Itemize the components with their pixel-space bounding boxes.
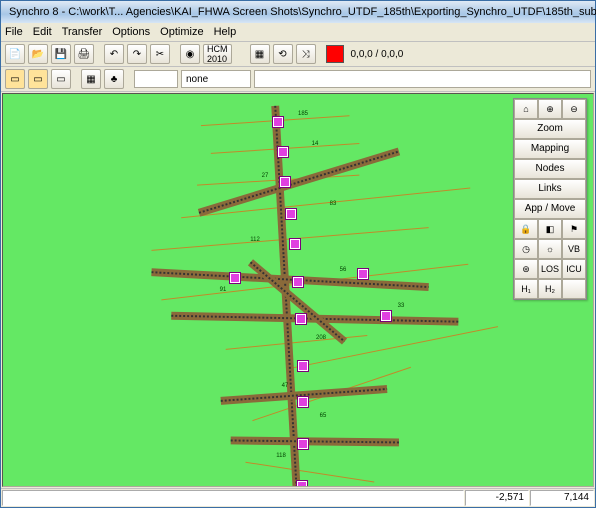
grid-button[interactable]: ▦ <box>81 69 101 89</box>
zoom-in-icon[interactable]: ⊕ <box>538 99 562 119</box>
tree-button[interactable]: ♣ <box>104 69 124 89</box>
toolbar-2: ▭ ▭ ▭ ▦ ♣ none <box>1 67 595 92</box>
print-button[interactable]: 🖨 <box>74 44 94 64</box>
menubar: File Edit Transfer Options Optimize Help <box>1 23 595 42</box>
mapping-button[interactable]: Mapping <box>514 139 586 159</box>
zoom-button[interactable]: Zoom <box>514 119 586 139</box>
intersection-node[interactable] <box>289 238 301 250</box>
intersection-node[interactable] <box>229 272 241 284</box>
links-button[interactable]: Links <box>514 179 586 199</box>
color-swatch[interactable] <box>326 45 344 63</box>
open-button[interactable]: 📂 <box>28 44 48 64</box>
zone-field[interactable]: none <box>181 70 251 88</box>
hcm2-icon[interactable]: H₂ <box>538 279 562 299</box>
status-message <box>2 490 464 506</box>
undo-button[interactable]: ↶ <box>104 44 124 64</box>
volume-label: 33 <box>398 303 405 309</box>
volume-label: 83 <box>330 201 337 207</box>
toolbar-1: 📄 📂 💾 🖨 ↶ ↷ ✂ ◉ HCM2010 ▦ ⟲ ⤨ 0,0,0 / 0,… <box>1 42 595 67</box>
menu-options[interactable]: Options <box>112 26 150 38</box>
volume-label: 56 <box>340 267 347 273</box>
volume-label: 112 <box>250 237 260 243</box>
tool-a[interactable]: ▦ <box>250 44 270 64</box>
status-y: 7,144 <box>530 490 594 506</box>
save-button[interactable]: 💾 <box>51 44 71 64</box>
nodes-button[interactable]: Nodes <box>514 159 586 179</box>
intersection-node[interactable] <box>297 396 309 408</box>
clock-icon[interactable]: ◷ <box>514 239 538 259</box>
redo-button[interactable]: ↷ <box>127 44 147 64</box>
menu-edit[interactable]: Edit <box>33 26 52 38</box>
globe-icon[interactable]: ⊛ <box>514 259 538 279</box>
intersection-node[interactable] <box>297 360 309 372</box>
menu-optimize[interactable]: Optimize <box>160 26 203 38</box>
tool-b[interactable]: ⟲ <box>273 44 293 64</box>
scale-field[interactable] <box>134 70 178 88</box>
intersection-node[interactable] <box>279 176 291 188</box>
intersection-node[interactable] <box>297 438 309 450</box>
volume-label: 118 <box>276 453 286 459</box>
info-field <box>254 70 591 88</box>
vb-icon[interactable]: VB <box>562 239 586 259</box>
titlebar: Synchro 8 - C:\work\T... Agencies\KAI_FH… <box>1 1 595 23</box>
blank-icon[interactable] <box>562 279 586 299</box>
volume-label: 208 <box>316 335 326 341</box>
coord-readout: 0,0,0 / 0,0,0 <box>351 49 404 60</box>
intersection-node[interactable] <box>295 313 307 325</box>
hcm-button[interactable]: HCM2010 <box>203 44 232 64</box>
sun-icon[interactable]: ☼ <box>538 239 562 259</box>
zoom-out-icon[interactable]: ⊖ <box>562 99 586 119</box>
intersection-node[interactable] <box>285 208 297 220</box>
status-x: -2,571 <box>465 490 529 506</box>
color-icon[interactable]: ◧ <box>538 219 562 239</box>
intersection-node[interactable] <box>272 116 284 128</box>
menu-file[interactable]: File <box>5 26 23 38</box>
volume-label: 91 <box>220 287 227 293</box>
map-canvas[interactable]: 18514278311256913320847651182971 <box>3 94 593 486</box>
menu-help[interactable]: Help <box>214 26 237 38</box>
lock-icon[interactable]: 🔒 <box>514 219 538 239</box>
icu-icon[interactable]: ICU <box>562 259 586 279</box>
main-area: 18514278311256913320847651182971 ⌂⊕⊖Zoom… <box>2 93 594 487</box>
layer-button-2[interactable]: ▭ <box>28 69 48 89</box>
menu-transfer[interactable]: Transfer <box>62 26 103 38</box>
window-title: Synchro 8 - C:\work\T... Agencies\KAI_FH… <box>9 6 596 18</box>
intersection-node[interactable] <box>380 310 392 322</box>
volume-label: 185 <box>298 111 308 117</box>
hcm1-icon[interactable]: H₁ <box>514 279 538 299</box>
intersection-node[interactable] <box>357 268 369 280</box>
intersection-node[interactable] <box>277 146 289 158</box>
app-move-button[interactable]: App / Move <box>514 199 586 219</box>
cut-button[interactable]: ✂ <box>150 44 170 64</box>
flag-icon[interactable]: ⚑ <box>562 219 586 239</box>
volume-label: 27 <box>262 173 269 179</box>
toolbox: ⌂⊕⊖ZoomMappingNodesLinksApp / Move🔒◧⚑ ◷☼V… <box>513 98 587 300</box>
layer-button-1[interactable]: ▭ <box>5 69 25 89</box>
tool-c[interactable]: ⤨ <box>296 44 316 64</box>
statusbar: -2,571 7,144 <box>1 488 595 507</box>
home-icon[interactable]: ⌂ <box>514 99 538 119</box>
los-icon[interactable]: LOS <box>538 259 562 279</box>
volume-label: 47 <box>282 383 289 389</box>
volume-label: 65 <box>320 413 327 419</box>
layer-button-3[interactable]: ▭ <box>51 69 71 89</box>
volume-label: 14 <box>312 141 319 147</box>
new-button[interactable]: 📄 <box>5 44 25 64</box>
intersection-node[interactable] <box>296 480 308 487</box>
signal-button[interactable]: ◉ <box>180 44 200 64</box>
intersection-node[interactable] <box>292 276 304 288</box>
